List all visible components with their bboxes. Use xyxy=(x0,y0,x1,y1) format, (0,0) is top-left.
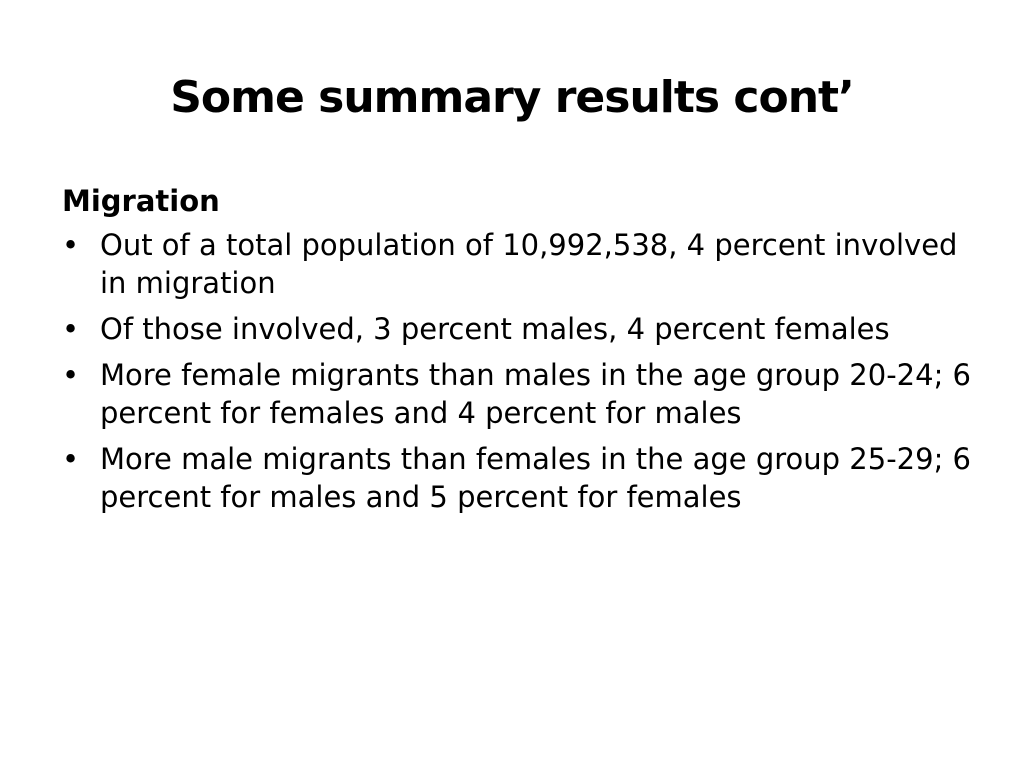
bullet-item: • Out of a total population of 10,992,53… xyxy=(62,226,982,302)
slide-content: Migration • Out of a total population of… xyxy=(62,178,982,524)
bullet-item: • Of those involved, 3 percent males, 4 … xyxy=(62,310,982,348)
bullet-icon: • xyxy=(62,442,80,476)
bullet-item: • More female migrants than males in the… xyxy=(62,356,982,432)
bullet-icon: • xyxy=(62,228,80,262)
slide-title: Some summary results cont’ xyxy=(170,72,855,123)
bullet-text: Out of a total population of 10,992,538,… xyxy=(100,228,958,300)
bullet-item: • More male migrants than females in the… xyxy=(62,440,982,516)
bullet-list: • Out of a total population of 10,992,53… xyxy=(62,226,982,516)
section-heading: Migration xyxy=(62,184,220,218)
bullet-text: Of those involved, 3 percent males, 4 pe… xyxy=(100,312,890,346)
bullet-text: More male migrants than females in the a… xyxy=(100,442,972,514)
bullet-icon: • xyxy=(62,358,80,392)
bullet-text: More female migrants than males in the a… xyxy=(100,358,972,430)
bullet-icon: • xyxy=(62,312,80,346)
